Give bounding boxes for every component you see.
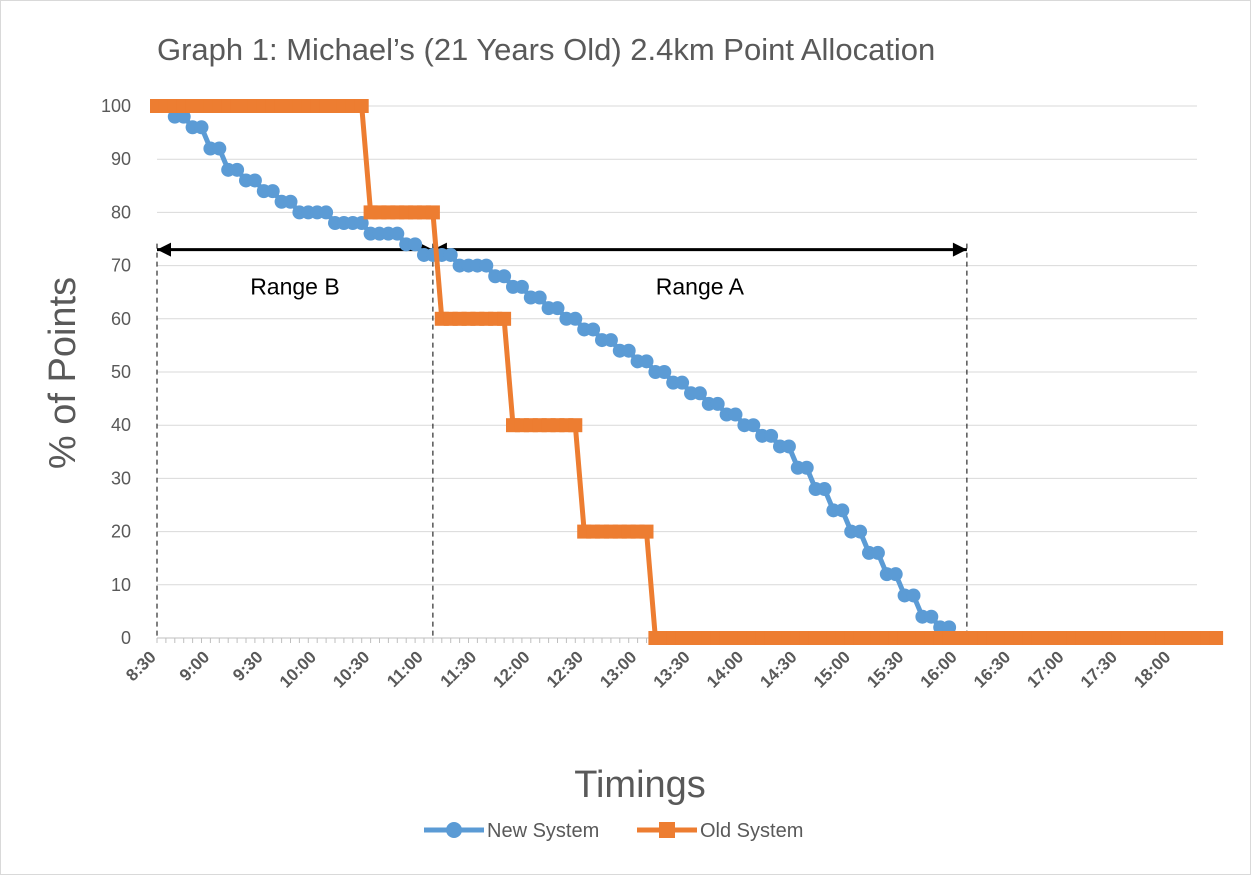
y-axis-title: % of Points [42, 277, 84, 469]
range-label: Range B [250, 274, 340, 300]
y-axis-ticks: 0 10 20 30 40 50 60 70 80 90 100 [101, 96, 131, 648]
data-point [497, 269, 512, 284]
data-point [906, 588, 921, 603]
y-tick-label: 60 [111, 309, 131, 329]
data-point [194, 120, 209, 135]
data-point [390, 226, 405, 241]
data-point [728, 407, 743, 422]
series-old-system [150, 99, 1224, 645]
data-point [924, 609, 939, 624]
data-point [247, 173, 262, 188]
chart-title: Graph 1: Michael’s (21 Years Old) 2.4km … [157, 32, 935, 67]
legend-label: Old System [700, 820, 803, 842]
plot-series [150, 99, 1224, 645]
data-point [514, 279, 529, 294]
data-point [799, 460, 814, 475]
data-point [479, 258, 494, 273]
y-tick-label: 40 [111, 415, 131, 435]
data-point [1209, 631, 1224, 645]
y-tick-label: 100 [101, 96, 131, 116]
y-tick-label: 20 [111, 522, 131, 542]
data-point [853, 524, 868, 539]
data-point [425, 205, 440, 220]
data-point [568, 311, 583, 326]
legend: New System Old System [424, 820, 803, 842]
legend-item: Old System [637, 820, 803, 842]
data-point [870, 545, 885, 560]
data-point [443, 247, 458, 262]
data-point [692, 386, 707, 401]
data-point [781, 439, 796, 454]
data-point [817, 482, 832, 497]
y-tick-label: 10 [111, 575, 131, 595]
annotations: Range B Range A [156, 242, 968, 638]
data-point [408, 237, 423, 252]
data-point [354, 216, 369, 231]
range-label: Range A [656, 274, 745, 300]
data-point [621, 343, 636, 358]
data-point [230, 162, 245, 177]
data-point [212, 141, 227, 156]
y-tick-label: 90 [111, 149, 131, 169]
data-point [586, 322, 601, 337]
data-point [176, 109, 191, 124]
data-point [319, 205, 334, 220]
y-tick-label: 80 [111, 202, 131, 222]
data-point [746, 418, 761, 433]
data-point [835, 503, 850, 518]
data-point [550, 301, 565, 316]
data-point [764, 428, 779, 443]
data-point [265, 184, 280, 199]
data-point [639, 524, 654, 539]
x-axis-title: Timings [574, 764, 706, 806]
data-point [942, 620, 957, 635]
legend-label: New System [487, 820, 599, 842]
series-new-system [167, 109, 965, 645]
y-tick-label: 0 [121, 628, 131, 648]
data-point [675, 375, 690, 390]
data-point [639, 354, 654, 369]
data-point [497, 311, 512, 326]
data-point [568, 418, 583, 433]
data-point [354, 99, 369, 113]
legend-item: New System [424, 820, 599, 842]
data-point [888, 567, 903, 582]
y-tick-label: 50 [111, 362, 131, 382]
data-point [657, 365, 672, 379]
y-tick-label: 30 [111, 468, 131, 488]
y-tick-label: 70 [111, 256, 131, 276]
legend-marker [446, 822, 462, 838]
data-point [603, 333, 618, 348]
data-point [710, 396, 725, 411]
data-point [283, 194, 298, 209]
data-point [532, 290, 547, 305]
legend-marker [659, 822, 675, 838]
